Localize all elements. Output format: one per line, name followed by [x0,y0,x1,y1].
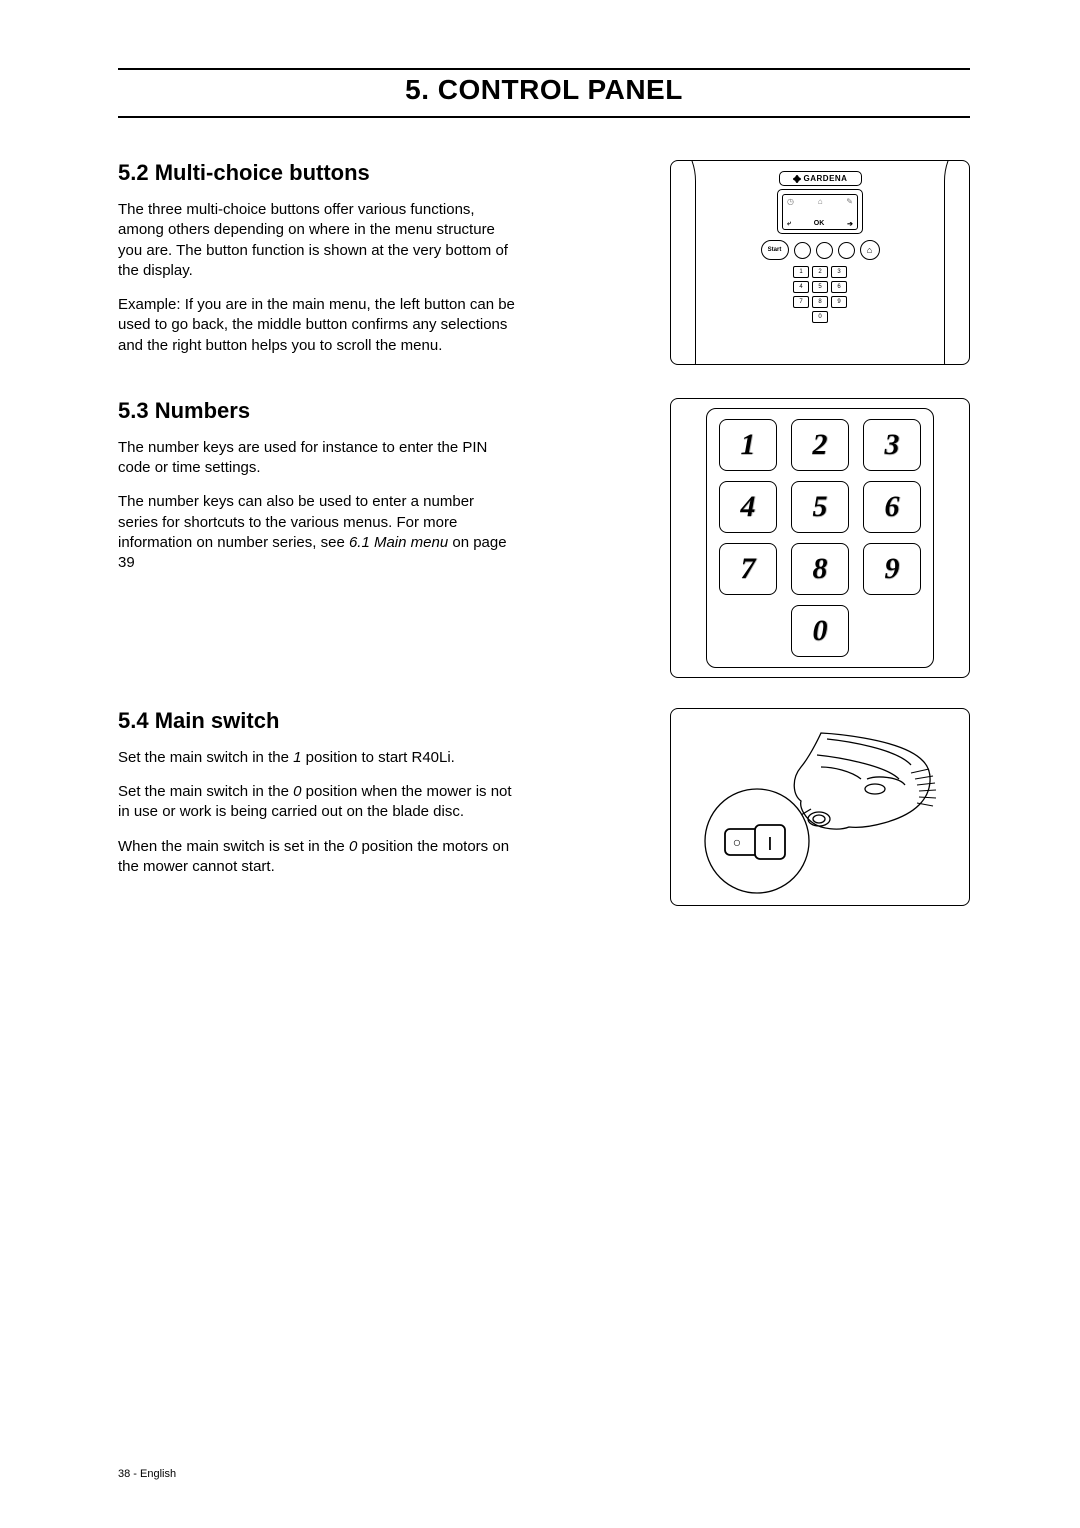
mower-svg: ○ | [671,709,971,907]
panel-left-edge [670,160,696,365]
home-button: ⌂ [860,240,880,260]
soft-button-row: Start ⌂ [761,240,880,260]
key-1: 1 [793,266,809,278]
key-7: 7 [793,296,809,308]
p-5-2-1: The three multi-choice buttons offer var… [118,200,518,281]
padkey-1: 1 [719,419,777,471]
figure-control-panel: GARDENA ◷ ⌂ ✎ ⤶ OK ➔ [670,160,970,365]
section-5-3: 1 2 3 4 5 6 7 8 9 0 5.3 Numbers The numb… [118,398,970,574]
page-footer: 38 - English [118,1468,176,1480]
soft-button-middle [816,242,833,259]
padkey-7: 7 [719,543,777,595]
section-5-4: ○ | 5.4 Main switch Set the main switch … [118,708,970,877]
start-button: Start [761,240,789,260]
display-frame: ◷ ⌂ ✎ ⤶ OK ➔ [777,189,863,234]
body-5-4: Set the main switch in the 1 position to… [118,748,518,877]
soft-button-left [794,242,811,259]
p-5-4-2: Set the main switch in the 0 position wh… [118,782,518,823]
panel-center: GARDENA ◷ ⌂ ✎ ⤶ OK ➔ [759,171,881,323]
figure-number-pad: 1 2 3 4 5 6 7 8 9 0 [670,398,970,678]
key-6: 6 [831,281,847,293]
key-4: 4 [793,281,809,293]
chapter-title: 5. CONTROL PANEL [405,74,683,105]
brand-flower-icon [793,175,801,183]
p-5-2-2: Example: If you are in the main menu, th… [118,295,518,356]
padkey-3: 3 [863,419,921,471]
key-5: 5 [812,281,828,293]
forward-icon: ➔ [847,220,853,228]
pad-frame: 1 2 3 4 5 6 7 8 9 0 [706,408,934,668]
display: ◷ ⌂ ✎ ⤶ OK ➔ [782,194,858,230]
ok-label: OK [814,220,825,228]
chapter-bar: 5. CONTROL PANEL [118,68,970,118]
mower-body [781,733,936,829]
panel-right-edge [944,160,970,365]
page: 5. CONTROL PANEL GARDENA ◷ ⌂ ✎ [0,0,1080,1528]
body-5-2: The three multi-choice buttons offer var… [118,200,518,356]
p-5-4-1: Set the main switch in the 1 position to… [118,748,518,768]
p-5-3-2-ital: 6.1 Main menu [349,534,448,551]
padkey-9: 9 [863,543,921,595]
wrench-icon: ✎ [846,197,853,206]
display-top-icons: ◷ ⌂ ✎ [787,197,853,206]
lock-icon: ⌂ [818,197,823,206]
padkey-4: 4 [719,481,777,533]
body-5-3: The number keys are used for instance to… [118,438,518,574]
p-5-3-2: The number keys can also be used to ente… [118,492,518,573]
keypad-large: 1 2 3 4 5 6 7 8 9 0 [719,419,921,657]
padkey-2: 2 [791,419,849,471]
keypad-small: 1 2 3 4 5 6 7 8 9 0 [793,266,847,323]
back-icon: ⤶ [787,220,791,228]
padkey-6: 6 [863,481,921,533]
key-9: 9 [831,296,847,308]
p-5-4-3: When the main switch is set in the 0 pos… [118,837,518,878]
padkey-5: 5 [791,481,849,533]
soft-button-right [838,242,855,259]
key-3: 3 [831,266,847,278]
key-2: 2 [812,266,828,278]
key-8: 8 [812,296,828,308]
switch-off-label: ○ [733,834,741,850]
clock-icon: ◷ [787,197,794,206]
display-softkey-row: ⤶ OK ➔ [787,220,853,228]
main-switch: ○ | [725,825,785,859]
padkey-0: 0 [791,605,849,657]
figure-main-switch: ○ | [670,708,970,906]
key-0: 0 [812,311,828,323]
padkey-8: 8 [791,543,849,595]
p-5-3-1: The number keys are used for instance to… [118,438,518,479]
brand-label: GARDENA [779,171,862,186]
switch-on-label: | [768,834,772,850]
brand-text: GARDENA [804,174,848,183]
section-5-2: GARDENA ◷ ⌂ ✎ ⤶ OK ➔ [118,160,970,356]
